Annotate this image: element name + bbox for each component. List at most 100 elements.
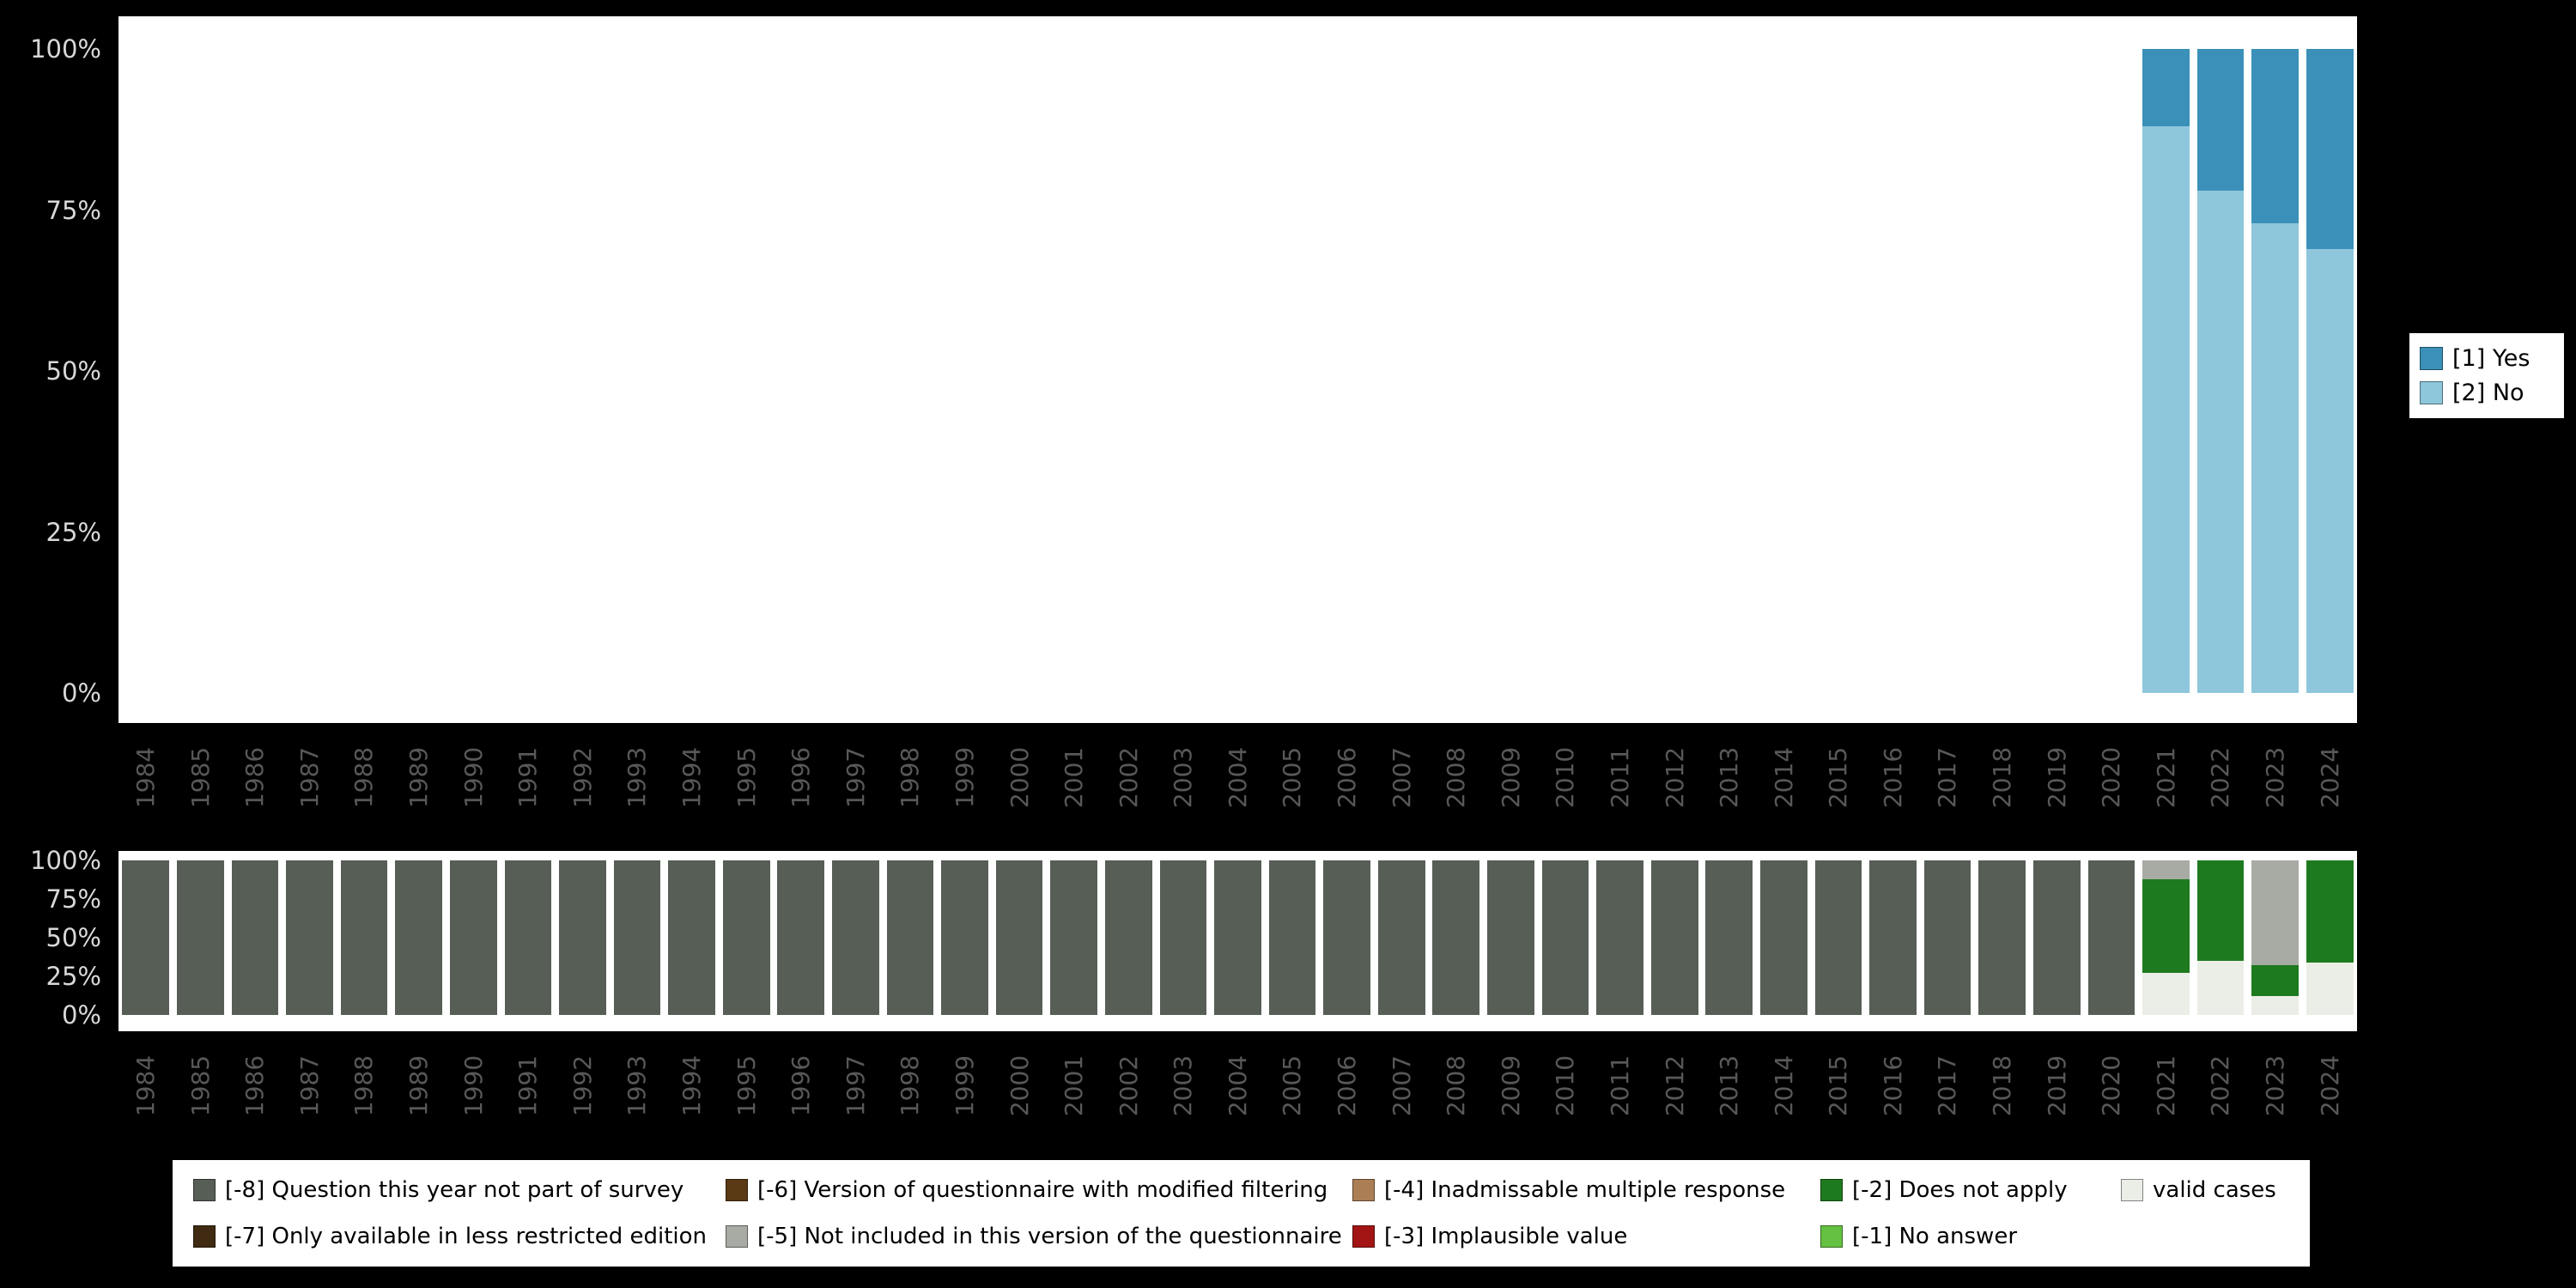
x-axis-year-label: 1996 [774,723,829,831]
bar-segment [2306,49,2354,249]
bar-segment [995,860,1043,1015]
x-axis-year-label: 1992 [556,1031,611,1139]
bar-segment [2306,962,2354,1015]
bar-segment [1923,860,1971,1015]
bar-segment [340,860,388,1015]
x-axis-year-label: 2023 [2248,1031,2303,1139]
x-axis-year-label: 1997 [829,1031,884,1139]
legend-item: [-2] Does not apply [1820,1177,2121,1203]
legend-label: [-6] Version of questionnaire with modif… [757,1177,1328,1203]
x-axis-year-label: 2016 [1866,1031,1921,1139]
y-axis-tick-label: 25% [46,962,101,991]
x-axis-year-label: 2019 [2029,723,2084,831]
year-text: 2004 [1223,1054,1252,1116]
x-axis-year-label: 2000 [992,1031,1047,1139]
y-axis-tick-label: 100% [30,846,101,875]
x-axis-year-label: 2014 [1757,1031,1812,1139]
year-text: 1987 [295,746,325,808]
x-axis-year-label: 2010 [1538,723,1593,831]
bar-segment [1432,860,1480,1015]
year-text: 2020 [2097,746,2126,808]
bar-segment [1760,860,1807,1015]
x-axis-year-label: 1998 [883,723,938,831]
legend-item: [-1] No answer [1820,1224,2121,1249]
year-text: 1986 [240,746,270,808]
legend-label: [2] No [2452,380,2524,406]
year-text: 2008 [1442,1054,1471,1116]
legend-swatch [1352,1225,1375,1248]
x-axis-year-label: 1994 [665,1031,720,1139]
x-axis-year-label: 2005 [1265,723,1320,831]
year-text: 2017 [1933,746,1962,808]
x-axis-year-label: 1991 [501,723,556,831]
x-axis-year-label: 2020 [2084,723,2139,831]
x-axis-year-label: 1988 [337,723,392,831]
year-text: 2005 [1278,746,1307,808]
x-axis-year-label: 2018 [1975,723,2030,831]
x-axis-year-label: 2016 [1866,723,1921,831]
year-text: 2011 [1606,746,1635,808]
year-text: 2007 [1387,1054,1416,1116]
bar-segment [1268,860,1316,1015]
x-axis-year-label: 1989 [392,723,447,831]
year-text: 2011 [1606,1054,1635,1116]
year-text: 2023 [2261,746,2290,808]
year-text: 2000 [1005,1054,1034,1116]
year-text: 2016 [1879,1054,1908,1116]
top-chart-plot-area [118,16,2357,723]
legend-item: [-8] Question this year not part of surv… [193,1177,726,1203]
x-axis-year-label: 1987 [283,1031,337,1139]
year-text: 2015 [1824,1054,1853,1116]
x-axis-year-label: 2001 [1047,1031,1102,1139]
year-text: 1998 [896,1054,925,1116]
legend-swatch [726,1179,748,1201]
x-axis-year-label: 1999 [938,723,993,831]
x-axis-year-label: 2007 [1374,1031,1429,1139]
year-text: 2021 [2151,1054,2180,1116]
x-axis-year-label: 2005 [1265,1031,1320,1139]
bar-segment [1323,860,1370,1015]
year-text: 1991 [513,746,543,808]
year-text: 1993 [623,746,652,808]
x-axis-year-label: 2011 [1593,1031,1648,1139]
x-axis-year-label: 2020 [2084,1031,2139,1139]
bar-segment [1705,860,1753,1015]
x-axis-year-label: 2015 [1811,1031,1866,1139]
x-axis-year-label: 2017 [1920,723,1975,831]
x-axis-year-label: 1986 [228,723,283,831]
year-text: 1995 [732,1054,761,1116]
legend-item: [-4] Inadmissable multiple response [1352,1177,1820,1203]
bottom-chart-y-axis: 100% 75% 50% 25% 0% [0,0,110,1288]
year-text: 2017 [1933,1054,1962,1116]
bar-segment [1214,860,1261,1015]
x-axis-year-label: 2013 [1702,723,1757,831]
x-axis-year-label: 1996 [774,1031,829,1139]
y-axis-tick-label: 50% [46,923,101,952]
year-text: 2021 [2151,746,2180,808]
x-axis-year-label: 2019 [2029,1031,2084,1139]
x-axis-year-label: 1997 [829,723,884,831]
x-axis-year-label: 1984 [118,723,173,831]
x-axis-year-label: 2012 [1647,1031,1702,1139]
bar-segment [231,860,279,1015]
year-text: 1998 [896,746,925,808]
legend-swatch [1820,1225,1843,1248]
year-text: 2024 [2315,1054,2344,1116]
year-text: 1991 [513,1054,543,1116]
year-text: 1985 [185,746,215,808]
bar-segment [2142,860,2190,879]
x-axis-year-label: 2009 [1484,1031,1539,1139]
bar-segment [286,860,333,1015]
year-text: 2002 [1114,746,1143,808]
year-text: 1984 [131,746,161,808]
bar-segment [1050,860,1098,1015]
bar-segment [122,860,170,1015]
year-text: 2010 [1551,746,1580,808]
legend-label: [-3] Implausible value [1384,1224,1628,1249]
x-axis-year-label: 2023 [2248,723,2303,831]
legend-item: [-6] Version of questionnaire with modif… [726,1177,1352,1203]
legend-swatch [1820,1179,1843,1201]
bar-segment [2306,860,2354,963]
bar-segment [832,860,879,1015]
